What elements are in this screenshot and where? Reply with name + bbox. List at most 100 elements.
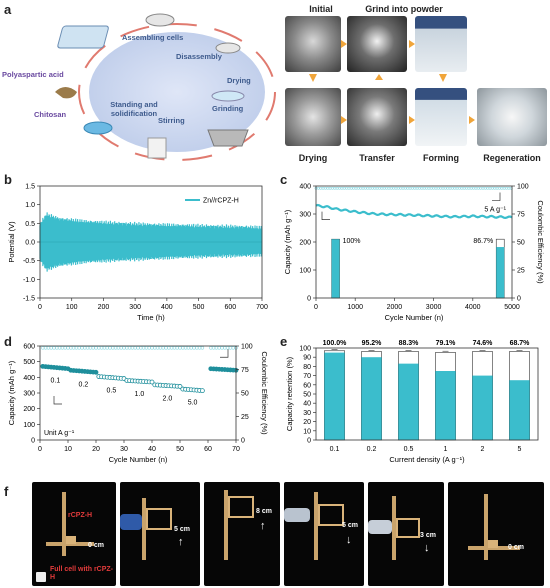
y-tick-label: 300 [23,391,35,398]
panel-d: d 0.1 0.2 0.5 1.0 2.0 5.0 0 10 20 30 40 50 60 70 0 100 2… [0,334,272,476]
y-tick-label: 0 [307,438,311,445]
efficiency-point [97,346,101,350]
efficiency-point [411,186,414,190]
full-cell-label: Full cell with rCPZ-H [50,566,114,581]
y-tick-label: 100 [23,422,35,429]
efficiency-point [458,186,461,190]
efficiency-point [328,186,332,190]
efficiency-point [389,186,393,190]
photo-grind-powder [347,16,407,72]
y-tick-label: 100 [299,268,311,275]
chart-d-rate-performance: 0.10.20.5 1.02.05.00 10 20 30 40 50 60 700100200… [7,344,269,465]
retention-bar-label: 100% [343,238,361,245]
y-tick-label: -1.0 [23,277,35,284]
efficiency-point [125,346,129,350]
efficiency-point [57,346,62,350]
y-tick-label: 60 [303,382,311,389]
efficiency-point [483,186,487,190]
y-tick-label: 100 [299,346,311,353]
efficiency-point [340,186,344,190]
y-tick-label: 0.5 [25,221,35,228]
x-tick-label: 1000 [347,304,363,311]
arrow-down-4: ↓ [346,534,352,546]
photo-regeneration [477,88,547,146]
x-tick-label: 3000 [426,304,442,311]
efficiency-point [167,346,171,350]
retention-bar [324,352,345,440]
efficiency-point [363,186,367,190]
x-tick-label: 0.1 [330,446,340,453]
efficiency-point [161,346,165,350]
efficiency-point [505,186,508,190]
efficiency-point [60,346,65,350]
efficiency-point [139,346,143,350]
step-drying: Drying [227,76,251,85]
x-tick-label: 0 [314,304,318,311]
efficiency-point [359,186,363,190]
x-tick-label: 700 [256,304,268,311]
efficiency-point [186,346,191,350]
efficiency-axis-pointer [492,192,501,201]
reagent-polyaspartic-acid: Polyaspartic acid [2,70,64,79]
photo-drying [285,88,341,146]
current-density-label: 1.0 [135,391,145,398]
efficiency-point [451,186,454,190]
y-axis-label: Potential (V) [7,221,16,263]
efficiency-point [378,186,381,190]
photo-grid: Initial Grind into powder Drying Transfe… [281,0,550,170]
lift-photo-5: 3 cm ↓ [368,482,444,586]
efficiency-point [133,346,137,350]
retention-value-label: 88.3% [399,340,420,347]
panel-c: c 100% 86.7% 0 1000 2000 3000 4000 5000 0 100 200 3… [274,172,550,332]
efficiency-point [231,346,235,350]
y-tick-label: 90 [303,355,311,362]
panel-f: f rCPZ-H 0 cm Full cell with rCPZ-H 5 cm… [0,478,550,588]
retention-bar [496,247,505,298]
x-tick-label: 600 [224,304,236,311]
y2-tick-label: 75 [517,212,525,219]
cycle-ring [78,23,276,161]
efficiency-point [486,186,490,190]
y-tick-label: 10 [303,428,311,435]
caption-forming: Forming [423,153,459,163]
height-label-1: 0 cm [88,542,104,549]
efficiency-point [443,186,447,190]
rate-label: 5 A g⁻¹ [484,206,506,213]
efficiency-point [326,186,330,190]
y-axis-label: Capacity (mAh g⁻¹) [283,209,292,274]
efficiency-point [91,346,95,350]
efficiency-point [401,186,405,190]
efficiency-point [368,186,372,190]
efficiency-point [418,186,421,190]
lift-photo-3: 8 cm ↑ [204,482,280,586]
arrow-up-3: ↑ [260,520,266,532]
efficiency-point [338,186,341,190]
efficiency-point [498,186,501,190]
efficiency-point [316,186,320,190]
y-tick-label: 200 [299,240,311,247]
height-label-6: 0 cm [508,544,524,551]
x-tick-label: 20 [92,446,100,453]
efficiency-point [455,186,459,190]
panel-a: a Assembling cells Disassembly Drying Gr… [0,0,550,170]
efficiency-point [55,346,59,350]
efficiency-point [200,346,205,350]
retention-bar [361,357,382,440]
efficiency-point [403,186,407,190]
efficiency-point [385,186,388,190]
x-tick-label: 200 [98,304,110,311]
efficiency-point [153,346,157,350]
efficiency-point [502,186,506,190]
efficiency-point [462,186,466,190]
retention-value-label: 100.0% [323,340,348,347]
efficiency-point [94,346,98,350]
efficiency-point [490,186,494,190]
efficiency-point [387,186,391,190]
y-tick-label: 20 [303,419,311,426]
efficiency-point [85,346,90,350]
reagent-chitosan: Chitosan [34,110,67,119]
y-tick-label: 600 [23,344,35,351]
efficiency-point [371,186,374,190]
efficiency-point [225,346,230,350]
x-tick-label: 5 [518,446,522,453]
